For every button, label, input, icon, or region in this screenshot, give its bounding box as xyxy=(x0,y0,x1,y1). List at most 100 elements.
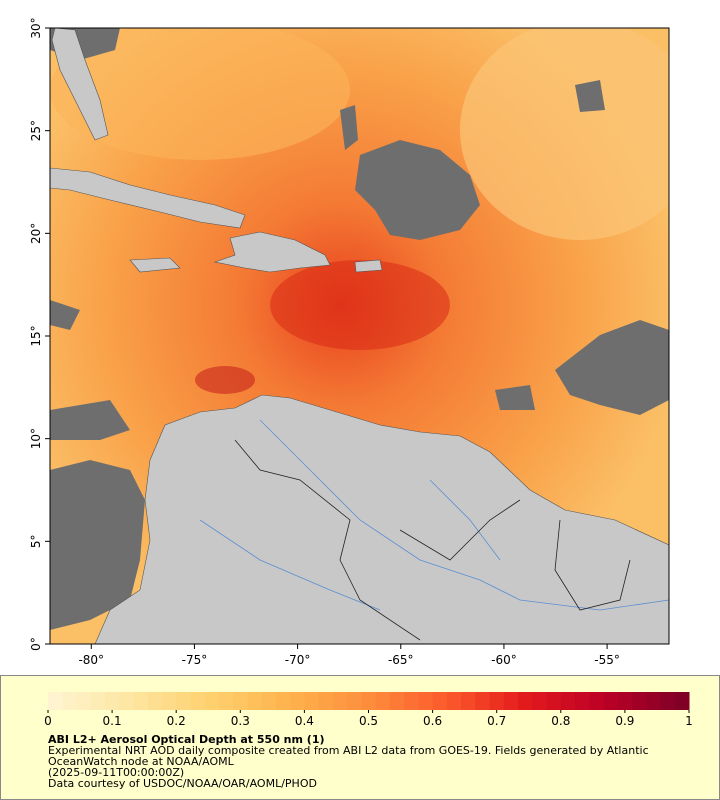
description: Experimental NRT AOD daily composite cre… xyxy=(48,744,649,768)
colorbar-cell xyxy=(632,692,647,710)
colorbar-cell xyxy=(218,692,234,710)
colorbar-cell xyxy=(347,692,362,710)
colorbar-cell xyxy=(389,692,405,710)
x-tick-label: -60° xyxy=(491,653,517,667)
colorbar-cell xyxy=(375,692,391,710)
hispaniola xyxy=(213,231,331,273)
colorbar-cell xyxy=(617,692,633,710)
colorbar-tick-label: 0.1 xyxy=(103,714,122,728)
colorbar-cell xyxy=(48,692,63,710)
south-america xyxy=(94,394,669,644)
colorbar-cell xyxy=(147,692,163,710)
colorbar-cell xyxy=(275,692,291,710)
colorbar-cell xyxy=(518,692,533,710)
cloud xyxy=(50,460,145,630)
aod-field xyxy=(195,366,255,394)
cloud xyxy=(340,105,358,150)
colorbar-cell xyxy=(247,692,263,710)
colorbar-cell xyxy=(446,692,462,710)
colorbar-cell xyxy=(674,692,690,710)
colorbar-cell xyxy=(176,692,191,710)
colorbar-tick-label: 0.6 xyxy=(423,714,442,728)
cloud xyxy=(355,140,480,240)
y-tick-label: 10° xyxy=(29,428,43,449)
colorbar-tick-label: 0.9 xyxy=(615,714,634,728)
x-tick-label: -80° xyxy=(78,653,104,667)
map-field xyxy=(50,28,669,644)
colorbar-tick-label: 0 xyxy=(44,714,52,728)
border xyxy=(554,519,631,611)
colorbar-cell xyxy=(76,692,92,710)
colorbar-cell xyxy=(560,692,576,710)
colorbar-cell xyxy=(418,692,434,710)
colorbar-cell xyxy=(261,692,277,710)
colorbar-cell xyxy=(190,692,206,710)
legend-text: ABI L2+ Aerosol Optical Depth at 550 nm … xyxy=(48,734,688,789)
map-panel: -80° -75° -70° -65° -60° -55° 0° 5° 10° 15° 20° 25°… xyxy=(29,17,670,667)
x-tick-label: -55° xyxy=(594,653,620,667)
credit: Data courtesy of USDOC/NOAA/OAR/AOML/PHO… xyxy=(48,777,317,790)
cloud xyxy=(50,400,130,440)
colorbar-tick-label: 1 xyxy=(685,714,693,728)
river xyxy=(199,519,381,611)
colorbar-cell xyxy=(432,692,448,710)
cloud xyxy=(575,80,605,112)
y-tick-label: 30° xyxy=(29,17,43,38)
aod-field xyxy=(460,28,669,240)
colorbar-cell xyxy=(546,692,562,710)
colorbar-cell xyxy=(119,692,134,710)
cuba xyxy=(50,167,246,229)
y-tick-label: 20° xyxy=(29,223,43,244)
colorbar-tick-label: 0.5 xyxy=(359,714,378,728)
colorbar-cell xyxy=(104,692,120,710)
timestamp: (2025-09-11T00:00:00Z) xyxy=(48,766,185,779)
river xyxy=(429,479,501,561)
colorbar-cell xyxy=(161,692,177,710)
border xyxy=(399,499,521,561)
y-tick-label: 25° xyxy=(29,120,43,141)
colorbar-tick-label: 0.4 xyxy=(295,714,314,728)
aod-field xyxy=(50,28,350,160)
florida xyxy=(51,28,109,141)
cloud xyxy=(50,300,80,330)
colorbar-tick-label: 0.2 xyxy=(167,714,186,728)
colorbar-cell xyxy=(90,692,106,710)
puerto-rico xyxy=(354,259,383,273)
land xyxy=(50,28,669,644)
colorbar-cell xyxy=(133,692,149,710)
borders xyxy=(234,439,631,641)
y-tick-label: 5° xyxy=(29,535,43,549)
colorbar-cell xyxy=(532,692,548,710)
y-tick-label: 0° xyxy=(29,637,43,651)
colorbar-cell xyxy=(62,692,77,710)
colorbar-cell xyxy=(318,692,334,710)
colorbar-cell xyxy=(461,692,476,710)
colorbar-cell xyxy=(361,692,377,710)
colorbar-cell xyxy=(475,692,491,710)
colorbar-cell xyxy=(660,692,676,710)
colorbar-cell xyxy=(204,692,220,710)
colorbar-cell xyxy=(290,692,305,710)
border xyxy=(234,439,421,641)
colorbar-tick-label: 0.8 xyxy=(551,714,570,728)
colorbar-cell xyxy=(646,692,662,710)
cloud xyxy=(495,385,535,410)
y-tick-label: 15° xyxy=(29,325,43,346)
no-data xyxy=(50,28,669,630)
x-tick-label: -75° xyxy=(182,653,208,667)
colorbar-cell xyxy=(489,692,505,710)
x-tick-label: -70° xyxy=(285,653,311,667)
colorbar-cell xyxy=(503,692,519,710)
colorbar-cell xyxy=(332,692,348,710)
title: ABI L2+ Aerosol Optical Depth at 550 nm … xyxy=(48,733,325,746)
colorbar-cell xyxy=(589,692,605,710)
aod-field xyxy=(270,260,450,350)
colorbar: 0 0.1 0.2 0.3 0.4 0.5 0.6 0.7 0.8 0.9 1 xyxy=(44,692,693,728)
colorbar-cell xyxy=(304,692,320,710)
colorbar-cell xyxy=(404,692,419,710)
colorbar-cell xyxy=(603,692,619,710)
cloud xyxy=(555,320,669,415)
x-tick-label: -65° xyxy=(388,653,414,667)
colorbar-cell xyxy=(575,692,590,710)
